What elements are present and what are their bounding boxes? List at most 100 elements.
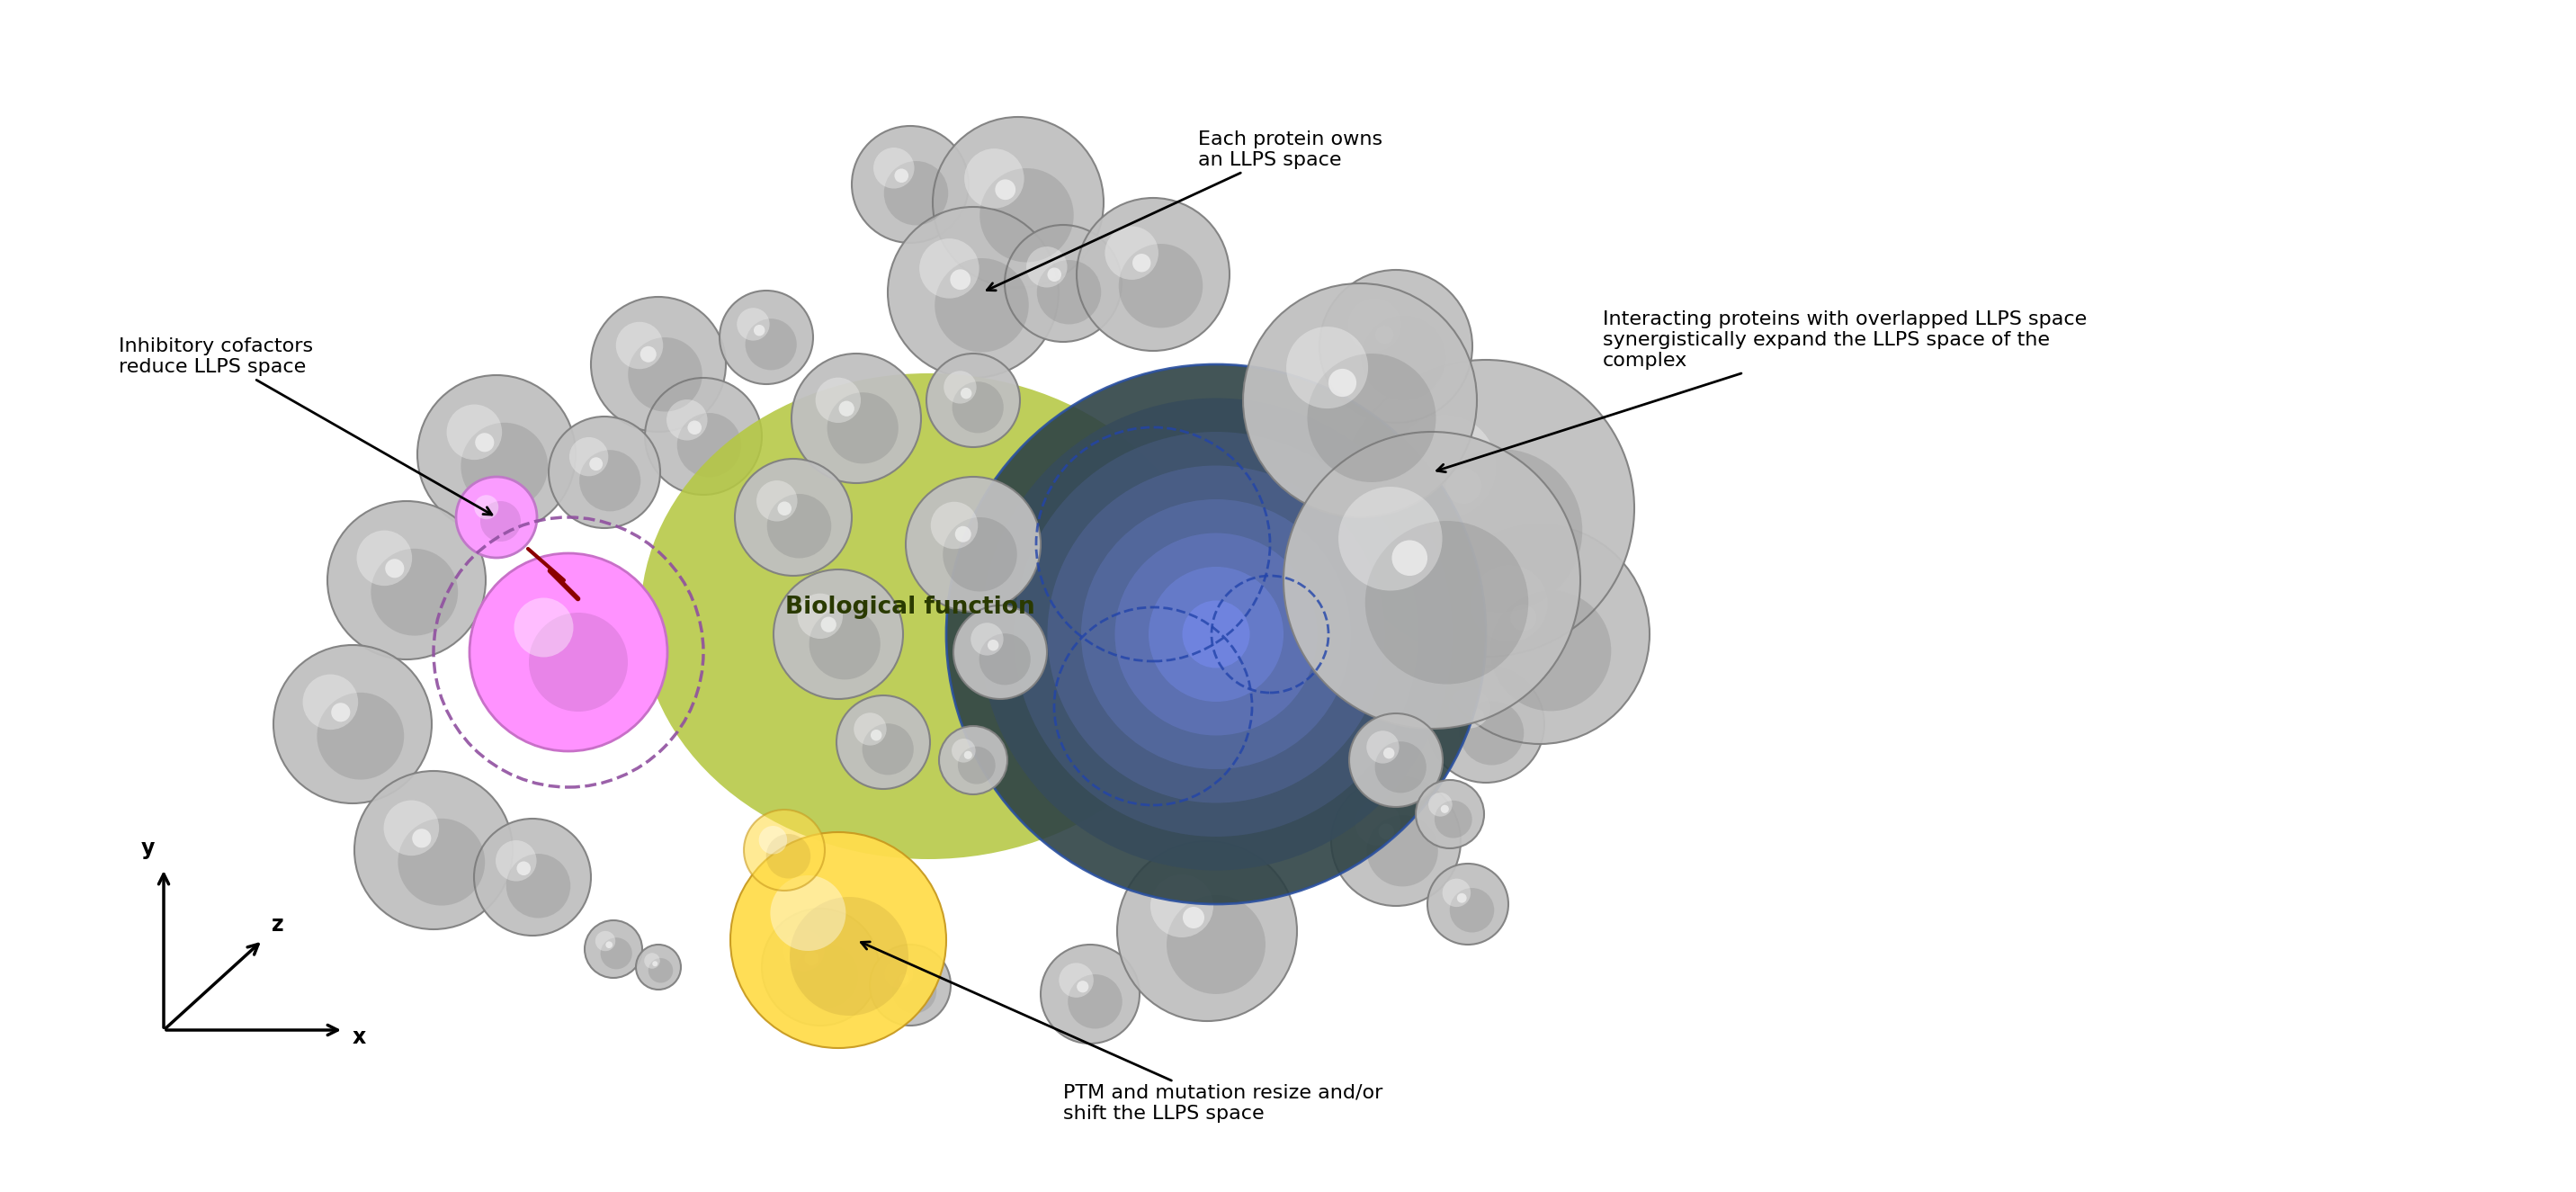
- Circle shape: [773, 570, 904, 699]
- Circle shape: [744, 318, 796, 370]
- Circle shape: [737, 308, 770, 341]
- Text: Each protein owns
an LLPS space: Each protein owns an LLPS space: [987, 130, 1383, 291]
- Circle shape: [397, 819, 484, 906]
- Circle shape: [273, 645, 433, 803]
- Circle shape: [935, 259, 1028, 352]
- Circle shape: [649, 958, 672, 983]
- Circle shape: [958, 746, 994, 784]
- Circle shape: [446, 404, 502, 460]
- Text: Biological function: Biological function: [786, 596, 1036, 619]
- Circle shape: [1492, 590, 1610, 712]
- Circle shape: [1350, 713, 1443, 807]
- Circle shape: [355, 530, 412, 585]
- Circle shape: [1368, 815, 1437, 887]
- Circle shape: [1378, 824, 1394, 839]
- Circle shape: [1417, 780, 1484, 849]
- Circle shape: [1337, 360, 1633, 657]
- Circle shape: [1445, 468, 1481, 504]
- Circle shape: [549, 416, 659, 528]
- Circle shape: [933, 117, 1103, 288]
- Circle shape: [1077, 198, 1229, 350]
- Circle shape: [1391, 540, 1427, 576]
- Circle shape: [755, 324, 765, 336]
- Circle shape: [1115, 533, 1316, 735]
- Circle shape: [1435, 801, 1471, 838]
- Circle shape: [1419, 449, 1582, 613]
- Circle shape: [1149, 566, 1283, 702]
- Circle shape: [595, 931, 616, 951]
- Circle shape: [1376, 325, 1394, 344]
- Circle shape: [1048, 466, 1386, 803]
- Circle shape: [1440, 805, 1448, 813]
- Circle shape: [495, 840, 536, 881]
- Circle shape: [636, 944, 680, 989]
- Circle shape: [719, 291, 814, 384]
- Circle shape: [1005, 225, 1121, 342]
- Circle shape: [629, 337, 703, 411]
- Circle shape: [853, 126, 969, 243]
- Circle shape: [840, 401, 855, 416]
- Circle shape: [1427, 793, 1453, 817]
- Circle shape: [873, 148, 914, 188]
- Circle shape: [778, 502, 791, 515]
- Circle shape: [518, 862, 531, 875]
- Circle shape: [863, 724, 914, 775]
- Circle shape: [894, 168, 909, 182]
- Circle shape: [953, 381, 1005, 433]
- Circle shape: [469, 553, 667, 751]
- Circle shape: [889, 207, 1059, 378]
- Circle shape: [1458, 893, 1466, 902]
- Circle shape: [652, 961, 657, 967]
- Circle shape: [1332, 776, 1461, 906]
- Circle shape: [1244, 284, 1476, 517]
- Circle shape: [1363, 316, 1445, 399]
- Circle shape: [1394, 415, 1497, 519]
- Circle shape: [327, 501, 487, 659]
- Circle shape: [943, 517, 1018, 591]
- Circle shape: [1376, 741, 1427, 793]
- Circle shape: [791, 896, 909, 1016]
- Circle shape: [930, 502, 979, 550]
- Circle shape: [461, 423, 549, 510]
- Circle shape: [528, 613, 629, 712]
- Circle shape: [644, 952, 659, 969]
- Circle shape: [1285, 327, 1368, 409]
- Circle shape: [355, 771, 513, 930]
- Circle shape: [1048, 267, 1061, 281]
- Circle shape: [1182, 601, 1249, 668]
- Circle shape: [768, 493, 832, 558]
- Circle shape: [987, 640, 999, 651]
- Circle shape: [822, 616, 837, 632]
- Circle shape: [951, 739, 976, 763]
- Circle shape: [1041, 944, 1139, 1043]
- Circle shape: [1355, 800, 1401, 845]
- Circle shape: [793, 944, 858, 1008]
- Circle shape: [732, 832, 945, 1048]
- Text: z: z: [270, 914, 283, 936]
- Circle shape: [590, 458, 603, 471]
- Circle shape: [827, 392, 899, 464]
- Circle shape: [1329, 368, 1358, 397]
- Circle shape: [1443, 879, 1471, 907]
- Circle shape: [891, 969, 938, 1013]
- Circle shape: [1077, 981, 1090, 993]
- Circle shape: [1133, 254, 1151, 272]
- Circle shape: [1365, 521, 1528, 684]
- Circle shape: [641, 346, 657, 362]
- Circle shape: [760, 826, 788, 855]
- Circle shape: [688, 421, 701, 435]
- Circle shape: [590, 297, 726, 432]
- Circle shape: [386, 559, 404, 578]
- Circle shape: [505, 853, 569, 918]
- Circle shape: [569, 437, 608, 477]
- Circle shape: [1347, 298, 1401, 352]
- Circle shape: [853, 713, 886, 745]
- Circle shape: [456, 477, 536, 558]
- Text: Inhibitory cofactors
reduce LLPS space: Inhibitory cofactors reduce LLPS space: [118, 337, 492, 515]
- Circle shape: [605, 942, 613, 949]
- Circle shape: [1427, 864, 1510, 944]
- Circle shape: [1471, 565, 1548, 642]
- Circle shape: [317, 693, 404, 780]
- Circle shape: [884, 161, 948, 225]
- Circle shape: [1105, 226, 1159, 280]
